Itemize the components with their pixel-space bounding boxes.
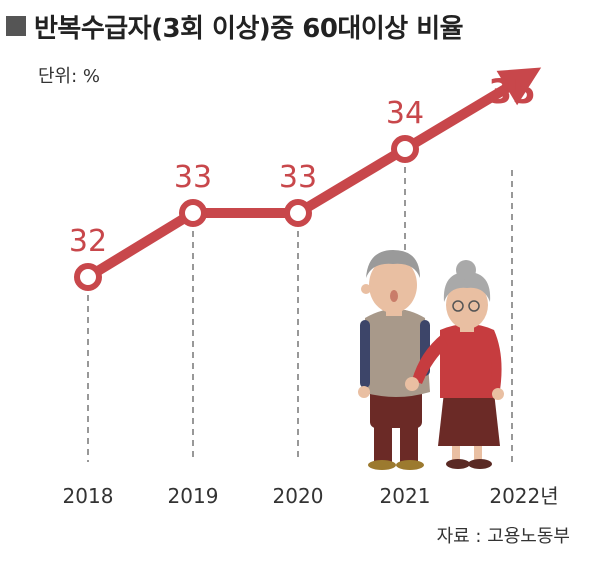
point-marker-2 [179, 199, 207, 227]
source-label: 자료 : 고용노동부 [436, 526, 570, 547]
chart-title: 반복수급자(3회 이상)중 60대이상 비율 [34, 13, 464, 44]
x-tick-label-2: 2019 [168, 484, 219, 508]
value-label-4: 34 [386, 96, 424, 131]
value-labels: 32 33 33 34 35 [69, 72, 536, 259]
point-marker-4 [391, 135, 419, 163]
title-square-icon [6, 16, 26, 36]
elderly-couple-illustration [358, 250, 504, 470]
x-tick-label-1: 2018 [63, 484, 114, 508]
x-tick-label-4: 2021 [380, 484, 431, 508]
arrow-head-marker [496, 67, 542, 106]
title-row: 반복수급자(3회 이상)중 60대이상 비율 [6, 6, 464, 46]
elderly-woman-figure [405, 260, 504, 469]
point-marker-1 [74, 263, 102, 291]
value-label-3: 33 [279, 160, 317, 195]
point-marker-3 [284, 199, 312, 227]
value-label-2: 33 [174, 160, 212, 195]
value-label-5: 35 [488, 72, 535, 112]
x-tick-labels: 2018 2019 2020 2021 2022년 [63, 484, 559, 508]
unit-label: 단위: % [38, 66, 101, 87]
point-markers [74, 135, 419, 291]
value-label-1: 32 [69, 224, 107, 259]
x-tick-label-5: 2022년 [489, 484, 558, 508]
elderly-man-figure [358, 250, 430, 470]
x-tick-label-3: 2020 [273, 484, 324, 508]
